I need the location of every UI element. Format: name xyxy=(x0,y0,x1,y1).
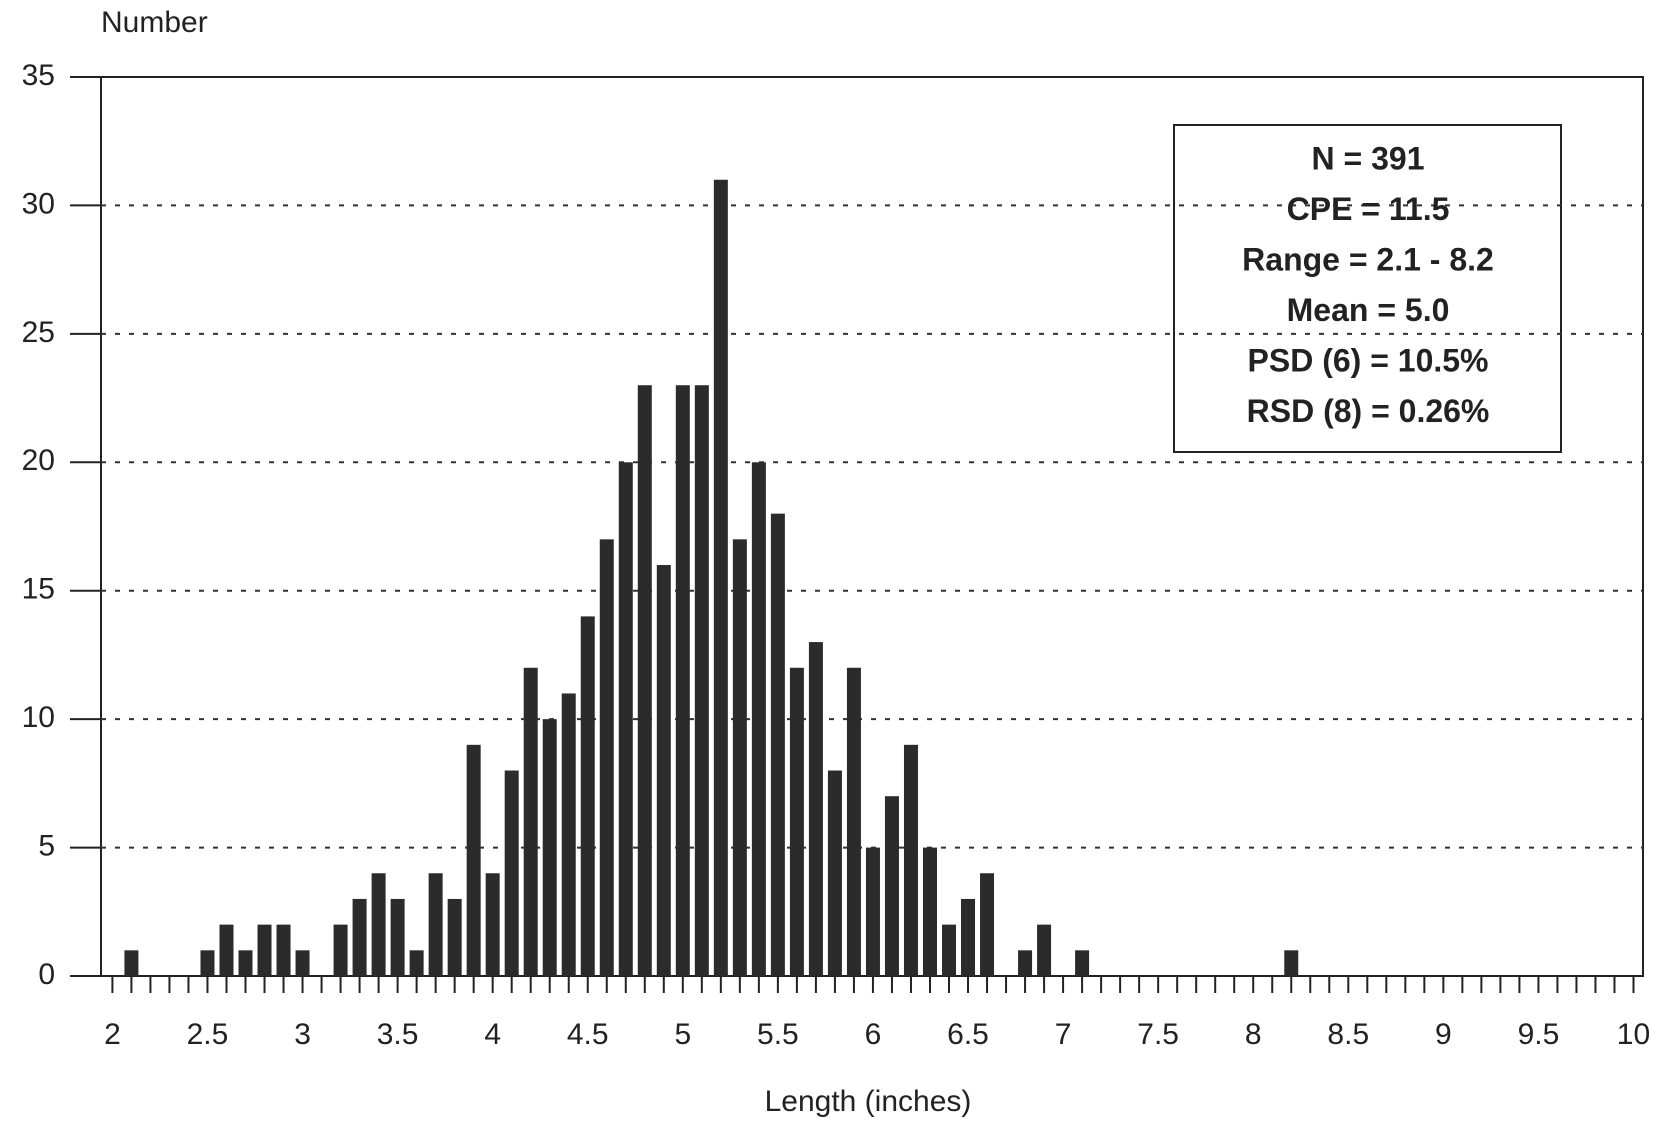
x-tick-label: 7 xyxy=(1055,1018,1072,1051)
bar xyxy=(390,898,405,976)
bar xyxy=(751,462,766,976)
bar xyxy=(504,770,519,976)
bar xyxy=(694,385,709,976)
bar xyxy=(846,667,861,976)
x-tick-label: 3 xyxy=(294,1018,311,1051)
y-tick-label: 5 xyxy=(38,829,55,862)
bar xyxy=(656,565,671,976)
y-tick-label: 10 xyxy=(22,701,55,734)
bar xyxy=(200,950,215,976)
y-tick-label: 30 xyxy=(22,187,55,220)
bar xyxy=(124,950,139,976)
y-tick-label: 0 xyxy=(38,958,55,991)
x-tick-label: 6.5 xyxy=(947,1018,989,1051)
x-tick-label: 6 xyxy=(865,1018,882,1051)
bar xyxy=(523,667,538,976)
x-tick-label: 3.5 xyxy=(377,1018,419,1051)
bar xyxy=(580,616,595,976)
bar xyxy=(675,385,690,976)
bar xyxy=(295,950,310,976)
x-tick-label: 9.5 xyxy=(1518,1018,1560,1051)
bar xyxy=(618,462,633,976)
bar xyxy=(770,513,785,976)
x-axis-title: Length (inches) xyxy=(765,1085,972,1118)
bar xyxy=(371,873,386,976)
stat-line: PSD (6) = 10.5% xyxy=(1248,342,1489,378)
bar xyxy=(980,873,995,976)
bar xyxy=(637,385,652,976)
bar xyxy=(276,924,291,976)
x-tick-label: 10 xyxy=(1617,1018,1650,1051)
x-tick-label: 5.5 xyxy=(757,1018,799,1051)
bar xyxy=(409,950,424,976)
bar xyxy=(542,719,557,976)
bar xyxy=(1018,950,1033,976)
x-tick-label: 9 xyxy=(1435,1018,1452,1051)
stat-line: RSD (8) = 0.26% xyxy=(1247,393,1490,429)
bar xyxy=(922,847,937,976)
bar xyxy=(428,873,443,976)
stats-box xyxy=(1173,124,1562,453)
y-axis-title: Number xyxy=(101,6,208,39)
bar xyxy=(238,950,253,976)
x-tick-label: 2 xyxy=(104,1018,121,1051)
x-tick-label: 8 xyxy=(1245,1018,1262,1051)
bar xyxy=(865,847,880,976)
y-tick-label: 15 xyxy=(22,573,55,606)
stat-line: N = 391 xyxy=(1312,140,1425,176)
bar xyxy=(333,924,348,976)
stat-line: CPE = 11.5 xyxy=(1287,191,1450,227)
bar xyxy=(808,642,823,976)
y-tick-label: 35 xyxy=(22,59,55,92)
bar xyxy=(599,539,614,976)
bar xyxy=(713,179,728,976)
x-tick-label: 8.5 xyxy=(1327,1018,1369,1051)
bar xyxy=(485,873,500,976)
bar xyxy=(1037,924,1052,976)
x-tick-label: 7.5 xyxy=(1137,1018,1179,1051)
bar xyxy=(961,898,976,976)
x-tick-label: 5 xyxy=(674,1018,691,1051)
bar xyxy=(903,744,918,976)
bar xyxy=(789,667,804,976)
stat-line: Mean = 5.0 xyxy=(1287,292,1450,328)
bar xyxy=(1284,950,1299,976)
y-tick-label: 20 xyxy=(22,444,55,477)
bar xyxy=(219,924,234,976)
x-tick-label: 4 xyxy=(484,1018,501,1051)
bar xyxy=(942,924,957,976)
bar xyxy=(466,744,481,976)
bar xyxy=(447,898,462,976)
x-tick-label: 2.5 xyxy=(187,1018,229,1051)
y-tick-label: 25 xyxy=(22,316,55,349)
bar xyxy=(884,796,899,976)
bar xyxy=(257,924,272,976)
x-tick-label: 4.5 xyxy=(567,1018,609,1051)
bar xyxy=(732,539,747,976)
bar xyxy=(352,898,367,976)
bar xyxy=(827,770,842,976)
bar xyxy=(561,693,576,976)
bar xyxy=(1075,950,1090,976)
stat-line: Range = 2.1 - 8.2 xyxy=(1242,241,1494,277)
